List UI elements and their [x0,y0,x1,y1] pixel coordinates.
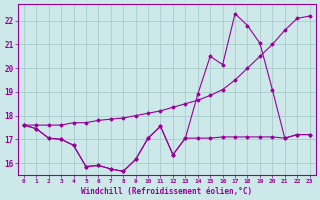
X-axis label: Windchill (Refroidissement éolien,°C): Windchill (Refroidissement éolien,°C) [81,187,252,196]
